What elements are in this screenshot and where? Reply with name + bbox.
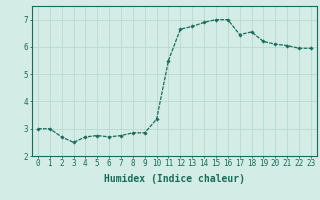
- X-axis label: Humidex (Indice chaleur): Humidex (Indice chaleur): [104, 174, 245, 184]
